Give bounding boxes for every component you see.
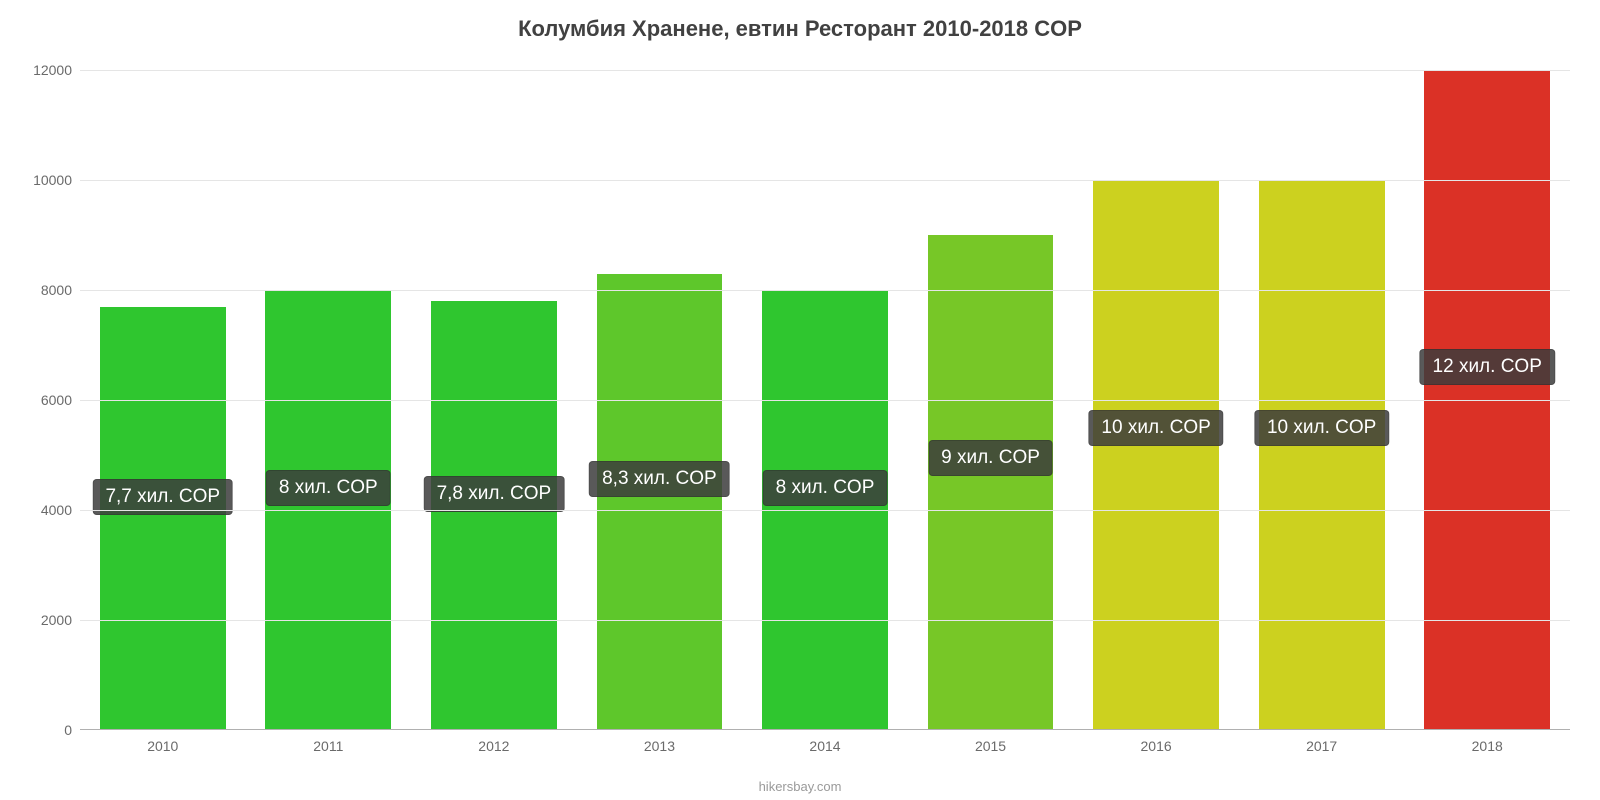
grid-line [80,290,1570,291]
bar [597,274,723,731]
bar [431,301,557,730]
data-label: 10 хил. COP [1088,410,1223,446]
x-tick-label: 2016 [1141,738,1172,754]
x-tick-label: 2014 [809,738,840,754]
grid-line [80,510,1570,511]
y-tick-label: 8000 [41,282,72,298]
data-label: 12 хил. COP [1420,349,1555,385]
bar [1093,180,1219,730]
y-tick-label: 2000 [41,612,72,628]
y-tick-label: 10000 [33,172,72,188]
grid-line [80,180,1570,181]
y-tick-label: 12000 [33,62,72,78]
y-tick-label: 4000 [41,502,72,518]
grid-line [80,70,1570,71]
data-label: 8 хил. COP [763,470,888,506]
x-tick-label: 2015 [975,738,1006,754]
x-tick-label: 2018 [1472,738,1503,754]
y-tick-label: 6000 [41,392,72,408]
bar [928,235,1054,730]
x-tick-label: 2017 [1306,738,1337,754]
data-label: 9 хил. COP [928,440,1053,476]
bar [100,307,226,731]
plot-area: 20107,7 хил. COP20118 хил. COP20127,8 хи… [80,70,1570,730]
x-tick-label: 2013 [644,738,675,754]
data-label: 7,8 хил. COP [424,476,565,512]
data-label: 10 хил. COP [1254,410,1389,446]
x-tick-label: 2012 [478,738,509,754]
bar [1259,180,1385,730]
x-tick-label: 2010 [147,738,178,754]
data-label: 8 хил. COP [266,470,391,506]
x-axis-baseline [80,729,1570,730]
x-tick-label: 2011 [313,738,343,754]
y-tick-label: 0 [64,722,72,738]
chart-title: Колумбия Хранене, евтин Ресторант 2010-2… [0,0,1600,42]
price-chart: Колумбия Хранене, евтин Ресторант 2010-2… [0,0,1600,800]
grid-line [80,620,1570,621]
attribution-text: hikersbay.com [759,779,842,794]
grid-line [80,400,1570,401]
data-label: 8,3 хил. COP [589,461,730,497]
